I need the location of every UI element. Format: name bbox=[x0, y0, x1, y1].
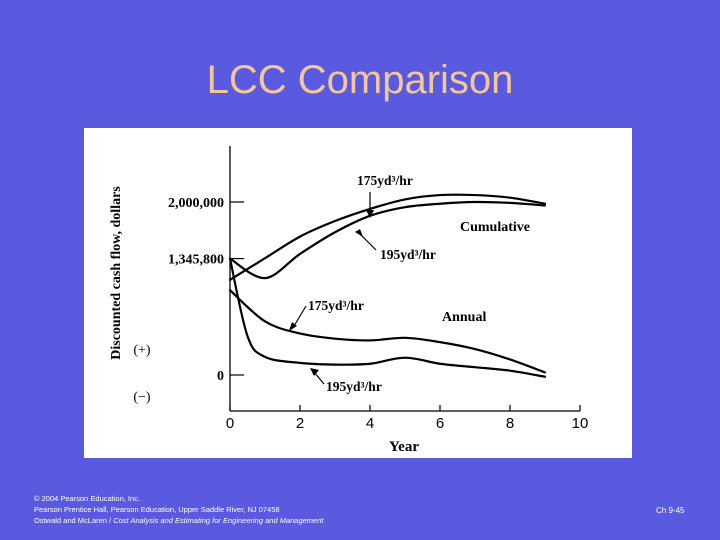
slide-title: LCC Comparison bbox=[206, 58, 514, 102]
y-axis-label: Discounted cash flow, dollars bbox=[109, 186, 124, 360]
positive-sign-label: (+) bbox=[133, 343, 151, 358]
series-line-annual-195 bbox=[228, 257, 547, 378]
negative-sign-label: (−) bbox=[133, 390, 151, 405]
x-tick-label: 6 bbox=[436, 415, 444, 432]
rate-label-annual-175: 175yd³/hr bbox=[308, 298, 364, 313]
footer-copyright: © 2004 Pearson Education, Inc. Pearson P… bbox=[34, 493, 323, 526]
footer-line-3: Ostwald and McLaren / Cost Analysis and … bbox=[34, 515, 323, 526]
series-line-cumulative-195 bbox=[228, 200, 547, 280]
arrowhead-cumulative-195 bbox=[355, 229, 363, 237]
y-tick-label: 2,000,000 bbox=[168, 196, 224, 211]
arrowhead-annual-195 bbox=[310, 368, 319, 376]
rate-label-cumulative-195: 195yd³/hr bbox=[380, 247, 436, 262]
x-tick-label: 10 bbox=[572, 415, 589, 432]
cumulative-label: Cumulative bbox=[460, 220, 530, 235]
rate-label-cumulative-175: 175yd³/hr bbox=[357, 173, 413, 188]
series-line-annual-175 bbox=[228, 289, 547, 374]
x-tick-label: 2 bbox=[296, 415, 304, 432]
arrow-annual-175 bbox=[293, 305, 307, 327]
x-tick-label: 0 bbox=[226, 415, 234, 432]
x-axis-label: Year bbox=[389, 439, 419, 455]
x-tick-label: 4 bbox=[366, 415, 374, 432]
x-ticks: 0 2 4 6 8 10 bbox=[226, 405, 589, 432]
arrow-annual-195 bbox=[313, 371, 325, 385]
lcc-chart: Discounted cash flow, dollars 0 2 4 6 8 10 2,… bbox=[109, 146, 589, 455]
page-number: Ch 9-45 bbox=[656, 506, 685, 515]
series-line-cumulative-175 bbox=[228, 193, 547, 281]
arrowhead-cumulative-175 bbox=[366, 210, 374, 218]
footer-line-1: © 2004 Pearson Education, Inc. bbox=[34, 494, 141, 503]
annotation-arrows bbox=[289, 192, 377, 385]
x-tick-label: 8 bbox=[506, 415, 514, 432]
series-lines bbox=[228, 193, 547, 378]
footer-authors: Ostwald and McLaren / bbox=[34, 516, 114, 525]
footer-book-title: Cost Analysis and Estimating for Enginee… bbox=[113, 516, 324, 525]
chart-panel: Discounted cash flow, dollars 0 2 4 6 8 10 2,… bbox=[84, 128, 632, 458]
y-tick-label: 0 bbox=[217, 369, 224, 384]
annual-label: Annual bbox=[442, 310, 486, 325]
y-ticks: 2,000,000 1,345,800 0 bbox=[168, 196, 244, 384]
y-tick-label: 1,345,800 bbox=[168, 253, 224, 268]
rate-label-annual-195: 195yd³/hr bbox=[326, 379, 382, 394]
footer-line-2: Pearson Prentice Hall, Pearson Education… bbox=[34, 505, 280, 514]
arrowhead-annual-175 bbox=[289, 322, 297, 331]
